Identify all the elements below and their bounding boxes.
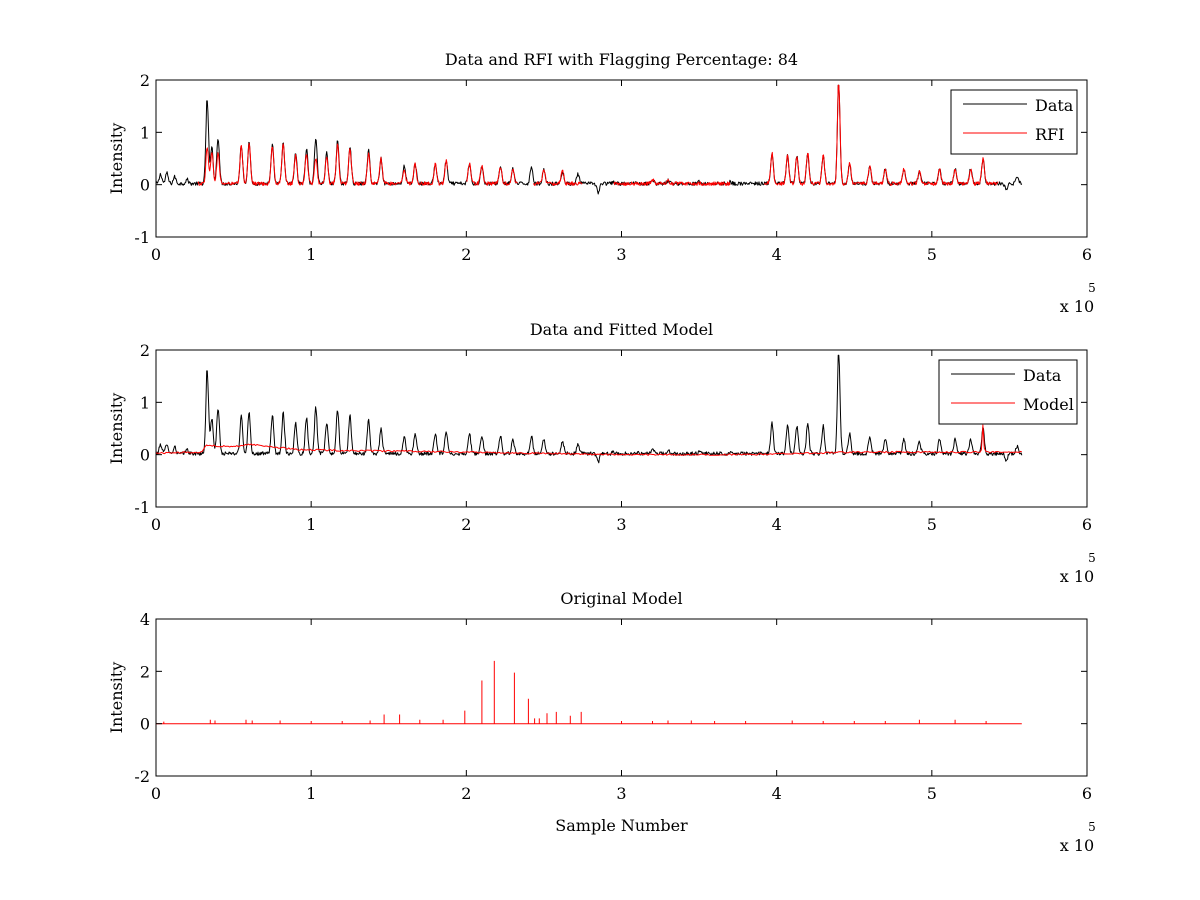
legend-box — [950, 89, 1078, 155]
x-tick-label: 1 — [306, 245, 316, 264]
x-exponent-power: 5 — [1088, 551, 1096, 565]
y-tick-label: 0 — [140, 715, 150, 734]
series-line-model — [156, 660, 1022, 725]
x-tick-label: 1 — [306, 515, 316, 534]
y-axis-label: Intensity — [107, 393, 126, 465]
x-tick-label: 4 — [772, 784, 782, 803]
y-tick-label: -1 — [134, 228, 150, 247]
x-tick-label: 5 — [927, 515, 937, 534]
x-exponent-base: x 10 — [1060, 836, 1094, 855]
y-tick-label: 1 — [140, 393, 150, 412]
x-tick-label: 3 — [616, 515, 626, 534]
y-axis-label: Intensity — [107, 662, 126, 734]
y-axis-label: Intensity — [107, 123, 126, 195]
legend: Data Model — [938, 359, 1078, 425]
x-tick-label: 4 — [772, 515, 782, 534]
y-tick-label: 4 — [140, 610, 150, 629]
chart-title: Original Model — [560, 589, 682, 608]
y-tick-label: 2 — [140, 341, 150, 360]
y-tick-label: 2 — [140, 662, 150, 681]
x-exponent-power: 5 — [1088, 820, 1096, 834]
x-tick-label: 6 — [1082, 515, 1092, 534]
x-tick-label: 3 — [616, 784, 626, 803]
series-line-rfi — [197, 84, 999, 186]
x-tick-label: 4 — [772, 245, 782, 264]
x-tick-label: 2 — [461, 784, 471, 803]
x-tick-label: 3 — [616, 245, 626, 264]
x-tick-label: 5 — [927, 245, 937, 264]
x-axis-label: Sample Number — [555, 816, 688, 835]
legend: Data RFI — [950, 89, 1078, 155]
x-exponent-base: x 10 — [1060, 297, 1094, 316]
x-tick-label: 2 — [461, 245, 471, 264]
y-tick-label: -1 — [134, 498, 150, 517]
x-tick-label: 2 — [461, 515, 471, 534]
series-line-model — [156, 424, 1022, 456]
y-tick-label: 1 — [140, 123, 150, 142]
legend-label-rfi: RFI — [1035, 125, 1064, 144]
chart-title: Data and RFI with Flagging Percentage: 8… — [445, 50, 798, 69]
plot-area-frame — [155, 79, 1088, 238]
x-tick-label: 6 — [1082, 245, 1092, 264]
y-tick-label: 2 — [140, 71, 150, 90]
y-tick-label: 0 — [140, 446, 150, 465]
x-tick-label: 6 — [1082, 784, 1092, 803]
x-tick-label: 0 — [151, 784, 161, 803]
y-tick-label: 0 — [140, 176, 150, 195]
x-tick-label: 0 — [151, 245, 161, 264]
legend-label-data: Data — [1035, 96, 1074, 115]
plot-area-frame — [155, 349, 1088, 508]
plot-area-frame — [155, 618, 1088, 777]
x-tick-label: 5 — [927, 784, 937, 803]
x-tick-label: 1 — [306, 784, 316, 803]
series-line-data — [156, 354, 1023, 464]
x-exponent-base: x 10 — [1060, 567, 1094, 586]
series-group — [156, 660, 1022, 725]
series-group — [156, 84, 1023, 195]
chart-title: Data and Fitted Model — [530, 320, 713, 339]
y-tick-label: -2 — [134, 767, 150, 786]
legend-box — [938, 359, 1078, 425]
legend-label-data: Data — [1023, 366, 1062, 385]
x-tick-label: 0 — [151, 515, 161, 534]
legend-label-model: Model — [1023, 395, 1074, 414]
x-exponent-power: 5 — [1088, 281, 1096, 295]
series-group — [156, 354, 1023, 464]
